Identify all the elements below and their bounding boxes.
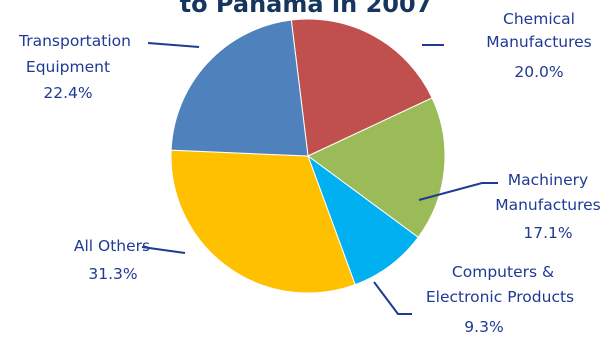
pie-slice-1: [307, 97, 446, 239]
slice-label-1-line-0: Machinery: [508, 171, 588, 189]
pie-slices: [170, 18, 446, 294]
slice-label-2-line-0: Computers &: [452, 263, 554, 281]
slice-label-3-line-0: All Others: [74, 237, 150, 255]
leader-line-3: [141, 246, 186, 254]
slice-label-4-line-0: Transportation: [18, 32, 131, 50]
slice-percent-3: 31.3%: [88, 265, 137, 283]
pie-slice-0: [290, 18, 433, 157]
slice-label-0-line-1: Manufactures: [486, 33, 592, 51]
leader-line-4: [147, 42, 200, 48]
slice-label-1-line-1: Manufactures: [495, 196, 601, 214]
slice-percent-1: 17.1%: [523, 224, 572, 242]
slice-label-2-line-1: Electronic Products: [426, 288, 574, 306]
slice-percent-4: 22.4%: [43, 84, 92, 102]
slice-labels: Chemical Manufactures 20.0% Machinery Manufa…: [18, 10, 601, 336]
pie-slice-2: [306, 154, 419, 286]
pie-slice-4: [170, 19, 309, 157]
leader-line-2: [373, 281, 412, 315]
chart-title: to Panama in 2007: [180, 0, 433, 18]
leader-lines: [141, 42, 498, 315]
pie-slice-3: [170, 149, 356, 294]
slice-percent-2: 9.3%: [464, 318, 503, 336]
slice-percent-0: 20.0%: [514, 63, 563, 81]
leader-line-1: [418, 182, 498, 201]
slice-label-0-line-0: Chemical: [503, 10, 575, 28]
slice-label-4-line-1: Equipment: [26, 58, 110, 76]
